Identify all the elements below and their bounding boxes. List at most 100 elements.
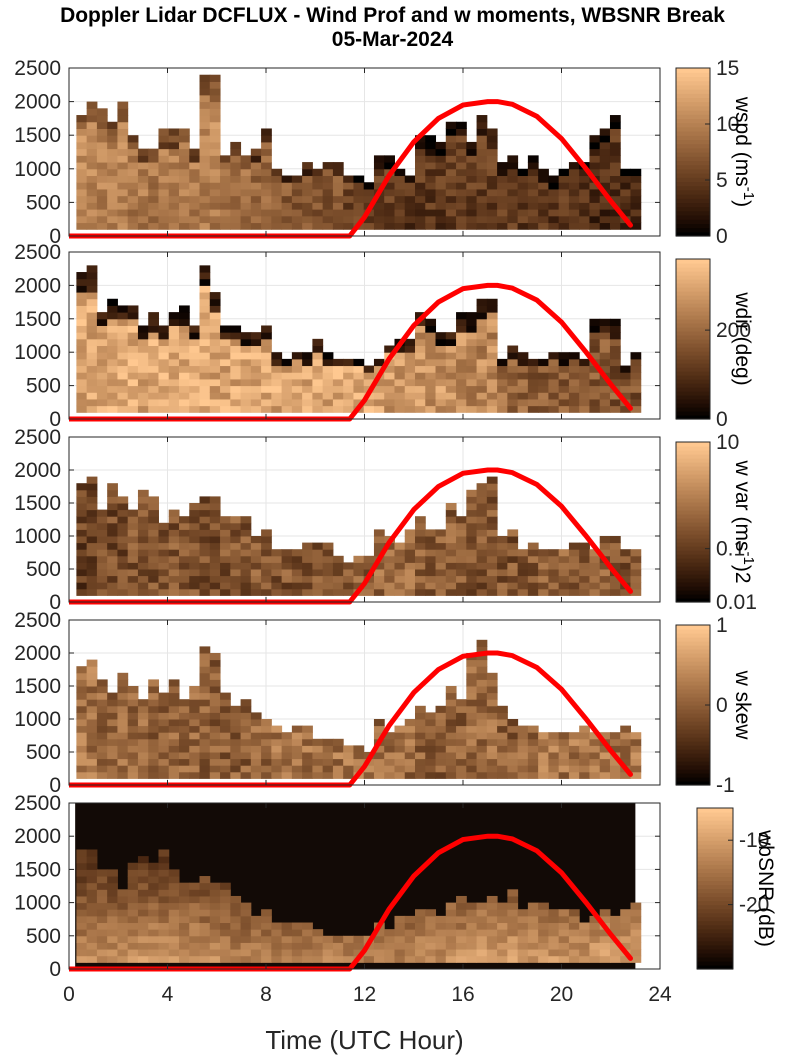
- heatmap-cell: [148, 209, 159, 217]
- heatmap-cell: [579, 555, 590, 563]
- heatmap-cell: [456, 121, 467, 129]
- heatmap-cell: [291, 392, 303, 400]
- heatmap-cell: [517, 168, 529, 177]
- heatmap-cell: [281, 378, 293, 387]
- heatmap-cell: [589, 338, 601, 347]
- heatmap-cell: [415, 182, 426, 190]
- heatmap-cell: [209, 536, 221, 544]
- heatmap-cell: [127, 209, 139, 217]
- heatmap-cell: [435, 569, 447, 577]
- heatmap-cell: [630, 955, 642, 963]
- heatmap-cell: [620, 562, 631, 570]
- heatmap-cell: [189, 955, 201, 963]
- heatmap-cell: [435, 719, 447, 727]
- heatmap-cell: [107, 555, 118, 563]
- heatmap-cell: [137, 542, 149, 550]
- heatmap-cell: [209, 942, 221, 950]
- heatmap-cell: [199, 738, 211, 746]
- heatmap-cell: [148, 503, 159, 511]
- heatmap-cell: [76, 209, 88, 217]
- heatmap-cell: [76, 582, 88, 590]
- heatmap-cell: [486, 209, 498, 217]
- heatmap-cell: [394, 378, 406, 387]
- heatmap-cell: [209, 562, 221, 570]
- heatmap-cell: [158, 549, 170, 557]
- heatmap-cell: [630, 582, 642, 590]
- heatmap-cell: [384, 929, 395, 937]
- heatmap-cell: [107, 719, 118, 727]
- heatmap-cell: [445, 398, 457, 407]
- heatmap-cell: [476, 529, 488, 537]
- heatmap-cell: [117, 575, 129, 583]
- heatmap-cell: [199, 392, 211, 400]
- heatmap-cell: [497, 398, 508, 407]
- heatmap-cell: [127, 876, 139, 884]
- heatmap-cell: [589, 949, 601, 957]
- heatmap-cell: [363, 949, 375, 957]
- colorbar-cell: [676, 502, 710, 507]
- heatmap-cell: [220, 929, 231, 937]
- heatmap-cell: [507, 549, 519, 557]
- heatmap-cell: [476, 135, 488, 143]
- y-tick-label: 500: [26, 375, 61, 398]
- heatmap-cell: [404, 719, 416, 727]
- heatmap-cell: [199, 155, 211, 163]
- heatmap-cell: [476, 752, 488, 760]
- heatmap-cell: [599, 175, 611, 183]
- colorbar-cell: [676, 152, 710, 157]
- heatmap-cell: [415, 345, 426, 353]
- heatmap-cell: [96, 869, 108, 877]
- heatmap-cell: [630, 949, 642, 957]
- heatmap-cell: [394, 949, 406, 957]
- heatmap-cell: [86, 915, 98, 924]
- heatmap-cell: [127, 318, 139, 326]
- heatmap-cell: [250, 155, 262, 163]
- heatmap-cell: [456, 338, 467, 347]
- heatmap-cell: [158, 705, 170, 713]
- heatmap-cell: [343, 942, 354, 950]
- heatmap-cell: [497, 392, 508, 400]
- heatmap-cell: [76, 712, 88, 720]
- heatmap-cell: [353, 942, 365, 950]
- heatmap-cell: [599, 358, 611, 367]
- heatmap-cell: [199, 692, 211, 700]
- heatmap-cell: [507, 955, 519, 963]
- heatmap-cell: [168, 209, 180, 217]
- heatmap-cell: [630, 352, 642, 360]
- heatmap-cell: [343, 955, 354, 963]
- heatmap-cell: [404, 752, 416, 760]
- heatmap-cell: [86, 935, 98, 943]
- heatmap-cell: [445, 935, 457, 943]
- colorbar-cell: [676, 122, 710, 128]
- heatmap-cell: [178, 712, 190, 720]
- heatmap-cell: [507, 555, 519, 563]
- heatmap-cell: [189, 725, 201, 733]
- heatmap-cell: [76, 679, 88, 687]
- heatmap-cell: [599, 929, 611, 937]
- heatmap-cell: [527, 935, 539, 943]
- heatmap-cell: [220, 705, 231, 713]
- heatmap-cell: [466, 222, 478, 230]
- heatmap-cell: [312, 365, 324, 373]
- heatmap-cell: [107, 202, 118, 210]
- heatmap-cell: [148, 955, 159, 963]
- heatmap-cell: [415, 562, 426, 570]
- x-tick-label: 0: [63, 983, 75, 1006]
- heatmap-cell: [86, 692, 98, 700]
- heatmap-cell: [322, 949, 334, 957]
- colorbar-label: wspd (ms-1): [731, 96, 757, 207]
- heatmap-cell: [353, 935, 365, 943]
- heatmap-cell: [558, 378, 570, 387]
- heatmap-cell: [240, 522, 252, 530]
- colorbar-cell: [676, 514, 710, 519]
- heatmap-cell: [343, 385, 354, 393]
- heatmap-cell: [209, 332, 221, 340]
- heatmap-cell: [517, 549, 529, 557]
- heatmap-cell: [199, 555, 211, 563]
- heatmap-cell: [466, 358, 478, 367]
- heatmap-cell: [76, 876, 88, 884]
- heatmap-cell: [291, 209, 303, 217]
- heatmap-cell: [476, 902, 488, 910]
- heatmap-cell: [199, 405, 211, 413]
- heatmap-cell: [261, 372, 272, 380]
